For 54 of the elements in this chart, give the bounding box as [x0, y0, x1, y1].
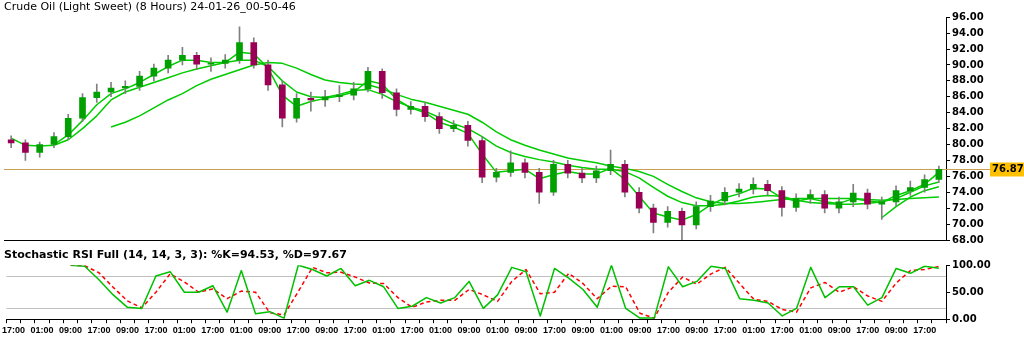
- y-tick-label: 84.00: [952, 106, 984, 118]
- x-tick-label: 01:00: [799, 325, 823, 336]
- y-tick-label: 74.00: [952, 185, 984, 197]
- x-tick-label: 01:00: [172, 325, 196, 336]
- x-tick-label: 09:00: [258, 325, 282, 336]
- y-tick-label: 68.00: [952, 233, 984, 245]
- chart-title: Crude Oil (Light Sweet) (8 Hours) 24-01-26_00-50-46: [4, 0, 296, 14]
- y-tick-label: 0.00: [952, 312, 977, 324]
- x-tick-label: 09:00: [58, 325, 82, 336]
- x-tick-label: 17:00: [656, 325, 680, 336]
- x-tick-label: 09:00: [827, 325, 851, 336]
- x-tick-label: 17:00: [542, 325, 567, 336]
- x-tick-label: 17:00: [201, 325, 225, 336]
- x-tick-label: 17:00: [2, 325, 26, 336]
- x-tick-label: 17:00: [286, 325, 310, 336]
- y-tick-label: 94.00: [952, 26, 984, 38]
- x-tick-label: 01:00: [599, 325, 623, 336]
- x-tick-label: 01:00: [486, 325, 510, 336]
- y-tick-label: 76.00: [952, 169, 984, 181]
- chart-title: Stochastic RSI Full (14, 14, 3, 3): %K=94.53, %D=97.67: [4, 248, 347, 262]
- y-tick-label: 92.00: [952, 42, 984, 54]
- y-tick-label: 82.00: [952, 122, 984, 134]
- y-tick-label: 80.00: [952, 138, 984, 150]
- y-tick-label: 100.00: [952, 258, 991, 270]
- y-tick-label: 90.00: [952, 58, 984, 70]
- x-tick-label: 01:00: [372, 325, 396, 336]
- x-tick-label: 01:00: [742, 325, 766, 336]
- x-tick-label: 09:00: [571, 325, 595, 336]
- x-tick-label: 17:00: [856, 325, 880, 336]
- x-tick-label: 17:00: [913, 325, 937, 336]
- x-tick-label: 17:00: [770, 325, 794, 336]
- x-tick-label: 17:00: [144, 325, 168, 336]
- x-tick-label: 17:00: [713, 325, 737, 336]
- x-tick-label: 01:00: [429, 325, 453, 336]
- y-tick-label: 70.00: [952, 217, 984, 229]
- x-tick-label: 17:00: [87, 325, 111, 336]
- x-tick-label: 09:00: [884, 325, 908, 336]
- y-tick-label: 86.00: [952, 90, 984, 102]
- y-tick-label: 96.00: [952, 10, 984, 22]
- x-tick-label: 17:00: [400, 325, 424, 336]
- y-tick-label: 72.00: [952, 201, 984, 213]
- ref-line-label: 76.87: [992, 163, 1024, 175]
- x-tick-label: 09:00: [457, 325, 481, 336]
- x-tick-label: 09:00: [685, 325, 709, 336]
- x-tick-label: 09:00: [628, 325, 652, 336]
- y-tick-label: 88.00: [952, 74, 984, 86]
- x-tick-label: 17:00: [343, 325, 367, 336]
- y-tick-label: 50.00: [952, 285, 984, 297]
- y-tick-label: 78.00: [952, 154, 984, 166]
- x-tick-label: 01:00: [229, 325, 253, 336]
- x-tick-label: 09:00: [514, 325, 538, 336]
- x-tick-label: 09:00: [115, 325, 139, 336]
- x-tick-label: 09:00: [315, 325, 339, 336]
- x-tick-label: 01:00: [30, 325, 54, 336]
